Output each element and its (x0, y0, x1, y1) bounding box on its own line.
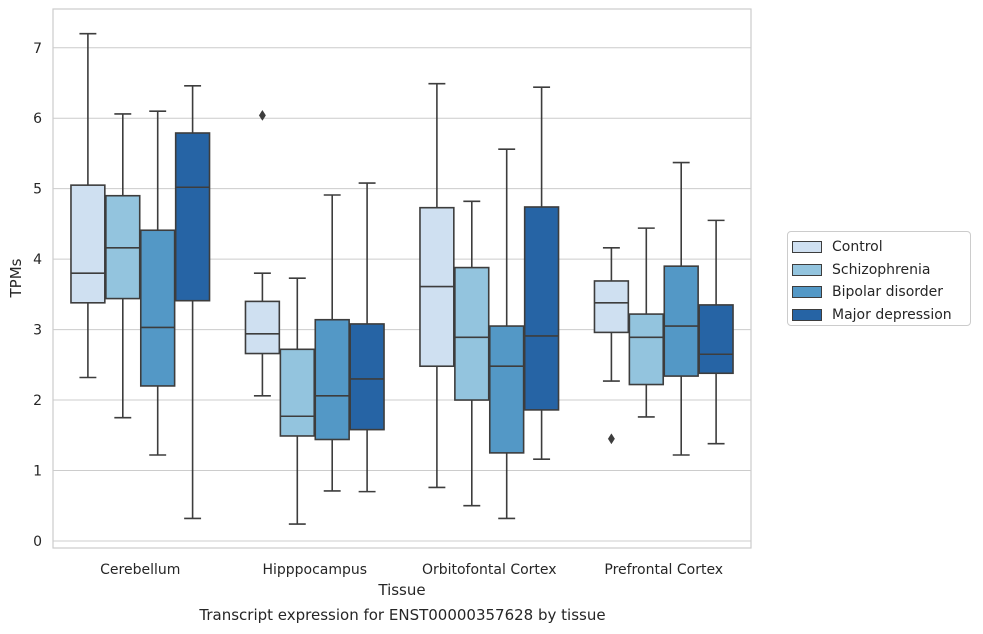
box-schizophrenia (454, 200, 490, 507)
outlier-point (258, 109, 266, 121)
box-iqr (279, 348, 316, 437)
box-bipolar-disorder (139, 110, 176, 456)
y-tick-label: 7 (33, 41, 42, 57)
legend-label-bipolar-disorder: Bipolar disorder (832, 284, 944, 301)
legend-label-schizophrenia: Schizophrenia (832, 261, 931, 278)
box-control (244, 109, 281, 397)
box-iqr (314, 318, 350, 441)
legend-swatch-schizophrenia (792, 263, 822, 276)
box-major-depression (174, 84, 211, 520)
chart-caption: Transcript expression for ENST0000035762… (199, 606, 606, 624)
box-iqr (663, 265, 699, 377)
boxes (70, 32, 734, 525)
box-major-depression (523, 86, 560, 461)
y-tick-label: 0 (33, 534, 42, 550)
box-iqr (628, 313, 665, 386)
box-iqr (139, 229, 176, 387)
x-tick-label: Hipppocampus (262, 562, 367, 578)
box-iqr (70, 184, 106, 304)
box-schizophrenia (628, 227, 665, 418)
legend-swatch-control (792, 241, 822, 254)
legend-label-major-depression: Major depression (832, 306, 952, 323)
box-iqr (523, 206, 560, 411)
y-tick-label: 4 (33, 252, 42, 268)
axis-ticks: 0 1 2 3 4 5 6 7 Cerebellum Hipppocampus Orbitofont… (33, 41, 723, 578)
legend: Control Schizophrenia Bipolar disorder M… (787, 231, 971, 326)
legend-label-control: Control (832, 239, 883, 256)
y-axis-label: TPMs (7, 258, 25, 298)
box-bipolar-disorder (663, 161, 699, 456)
y-tick-label: 6 (33, 111, 42, 127)
box-control (419, 82, 455, 489)
box-iqr (488, 325, 525, 454)
box-control (70, 32, 106, 379)
box-control (593, 247, 630, 445)
outlier-point (607, 433, 615, 445)
legend-item-major-depression: Major depression (792, 304, 970, 327)
box-schizophrenia (279, 277, 316, 525)
legend-item-bipolar-disorder: Bipolar disorder (792, 281, 970, 304)
box-bipolar-disorder (488, 148, 525, 520)
box-major-depression (698, 219, 734, 445)
legend-item-schizophrenia: Schizophrenia (792, 259, 970, 282)
legend-swatch-bipolar-disorder (792, 286, 822, 299)
box-iqr (698, 304, 734, 375)
x-tick-label: Orbitofontal Cortex (422, 562, 557, 578)
box-bipolar-disorder (314, 194, 350, 492)
legend-swatch-major-depression (792, 308, 822, 321)
x-tick-label: Prefrontal Cortex (604, 562, 723, 578)
box-iqr (244, 300, 281, 355)
y-tick-label: 2 (33, 393, 42, 409)
legend-item-control: Control (792, 236, 970, 259)
x-axis-label: Tissue (377, 581, 425, 599)
box-iqr (454, 266, 490, 401)
y-tick-label: 3 (33, 323, 42, 339)
box-iqr (349, 323, 385, 431)
y-tick-label: 5 (33, 182, 42, 198)
box-iqr (593, 280, 630, 334)
x-tick-label: Cerebellum (100, 562, 180, 578)
box-schizophrenia (105, 113, 141, 419)
y-tick-label: 1 (33, 463, 42, 479)
box-major-depression (349, 182, 385, 493)
box-iqr (174, 132, 211, 302)
